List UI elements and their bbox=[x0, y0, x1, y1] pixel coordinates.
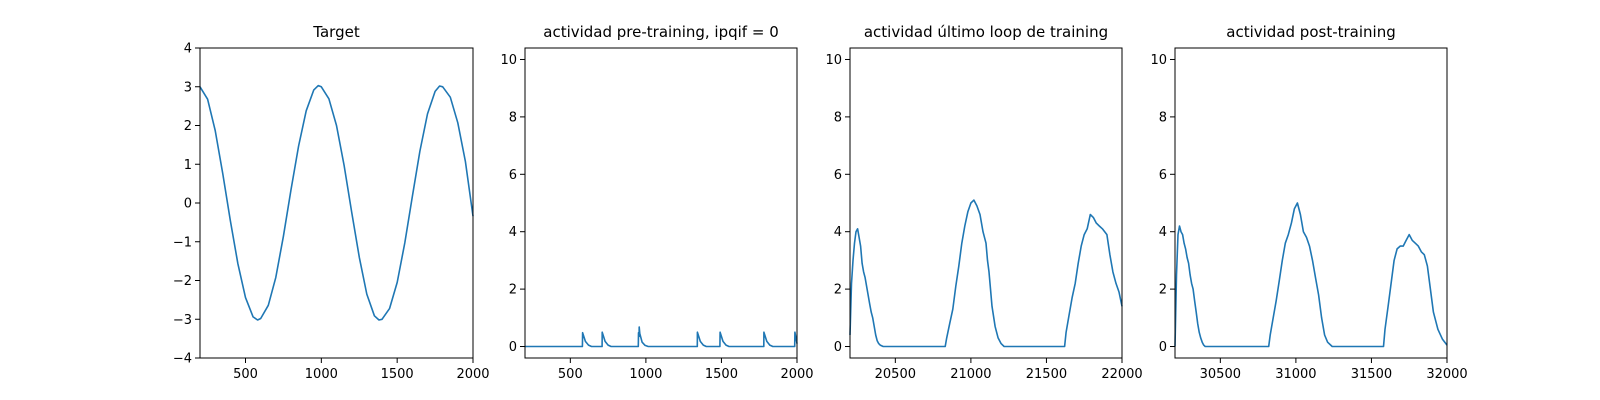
series-line bbox=[1174, 202, 1448, 348]
x-tick-label: 21000 bbox=[950, 367, 991, 382]
chart-title: actividad último loop de training bbox=[864, 23, 1108, 41]
y-tick-label: 2 bbox=[834, 283, 842, 298]
y-tick-label: 3 bbox=[184, 80, 192, 95]
y-tick-label: 4 bbox=[184, 42, 192, 57]
y-tick-label: 4 bbox=[834, 225, 842, 240]
y-tick-label: −2 bbox=[173, 274, 192, 289]
y-tick-label: 10 bbox=[1150, 53, 1167, 68]
y-tick-label: 10 bbox=[825, 53, 842, 68]
x-tick-label: 30500 bbox=[1200, 367, 1241, 382]
plot-frame bbox=[524, 47, 798, 359]
x-tick-label: 2000 bbox=[780, 367, 813, 382]
plot-frame bbox=[849, 47, 1123, 359]
x-tick-label: 31500 bbox=[1351, 367, 1392, 382]
y-tick-label: 0 bbox=[1159, 340, 1167, 355]
subplot-1: Target 500 1000 1500 2000 −4 −3 −2 −1 0 1 2 3 4 bbox=[173, 23, 490, 382]
y-tick-label: 8 bbox=[1159, 110, 1167, 125]
x-tick-label: 1000 bbox=[629, 367, 662, 382]
chart-title: actividad post-training bbox=[1226, 23, 1395, 41]
x-tick-label: 1500 bbox=[381, 367, 414, 382]
x-tick-label: 500 bbox=[233, 367, 258, 382]
subplot-4: actividad post-training 30500 31000 31500 32… bbox=[1150, 23, 1467, 382]
y-tick-label: −1 bbox=[173, 235, 192, 250]
x-tick-label: 1500 bbox=[705, 367, 738, 382]
y-tick-label: 6 bbox=[509, 168, 517, 183]
series-line bbox=[525, 326, 798, 348]
x-tick-label: 1000 bbox=[305, 367, 338, 382]
plot-frame bbox=[199, 47, 474, 359]
x-tick-label: 31000 bbox=[1275, 367, 1316, 382]
x-tick-label: 21500 bbox=[1026, 367, 1067, 382]
x-tick-label: 500 bbox=[558, 367, 583, 382]
y-tick-label: 10 bbox=[500, 53, 517, 68]
chart-title: Target bbox=[312, 23, 360, 41]
y-tick-label: 0 bbox=[184, 197, 192, 212]
y-tick-label: −3 bbox=[173, 313, 192, 328]
y-tick-label: 6 bbox=[1159, 168, 1167, 183]
y-tick-label: 6 bbox=[834, 168, 842, 183]
x-tick-label: 20500 bbox=[875, 367, 916, 382]
y-tick-label: 0 bbox=[834, 340, 842, 355]
series-line bbox=[849, 199, 1123, 348]
y-tick-label: 4 bbox=[1159, 225, 1167, 240]
y-tick-label: 1 bbox=[184, 158, 192, 173]
y-tick-label: 8 bbox=[834, 110, 842, 125]
x-tick-label: 22000 bbox=[1101, 367, 1142, 382]
y-tick-label: 2 bbox=[1159, 283, 1167, 298]
x-tick-label: 32000 bbox=[1426, 367, 1467, 382]
y-tick-label: 0 bbox=[509, 340, 517, 355]
y-tick-label: 2 bbox=[509, 283, 517, 298]
y-tick-label: 4 bbox=[509, 225, 517, 240]
subplot-2: actividad pre-training, ipqif = 0 500 1000… bbox=[500, 23, 813, 382]
chart-title: actividad pre-training, ipqif = 0 bbox=[543, 23, 779, 41]
series-line bbox=[199, 84, 474, 321]
y-tick-label: 8 bbox=[509, 110, 517, 125]
plot-frame bbox=[1174, 47, 1448, 359]
y-tick-label: 2 bbox=[184, 119, 192, 134]
y-tick-label: −4 bbox=[173, 352, 192, 367]
x-tick-label: 2000 bbox=[456, 367, 489, 382]
